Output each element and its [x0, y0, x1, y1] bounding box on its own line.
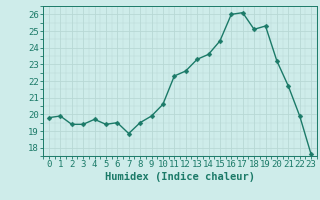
X-axis label: Humidex (Indice chaleur): Humidex (Indice chaleur) — [105, 172, 255, 182]
